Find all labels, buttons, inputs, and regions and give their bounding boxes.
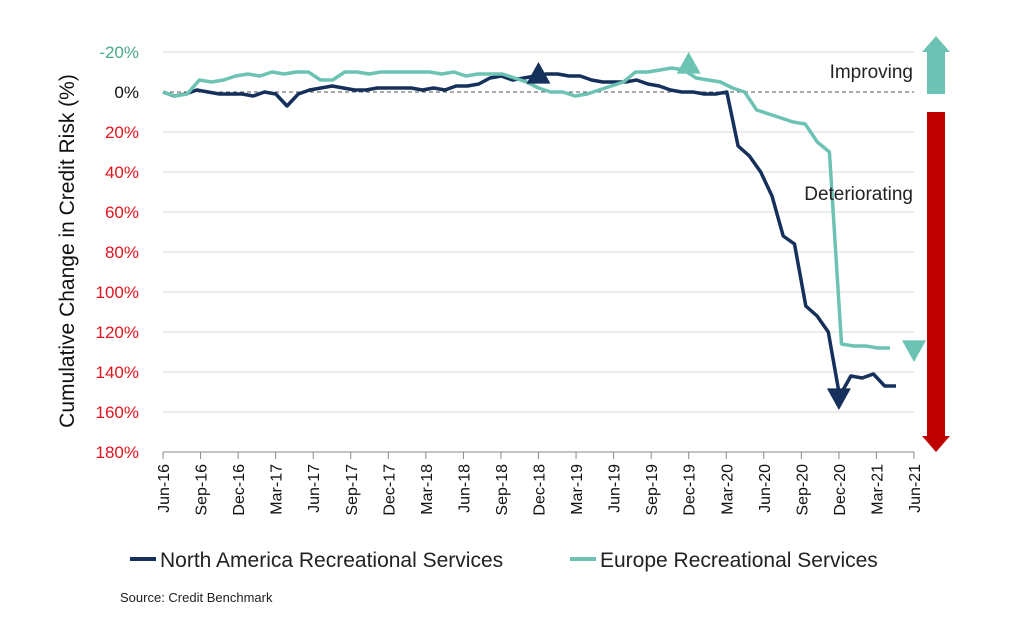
gridlines <box>163 51 914 453</box>
legend-label: North America Recreational Services <box>160 549 503 572</box>
x-tick-label: Dec-17 <box>381 464 398 516</box>
series-line <box>162 72 896 398</box>
triangle-up-marker <box>526 62 551 84</box>
x-tick-label: Sep-20 <box>794 464 811 516</box>
x-tick-label: Sep-17 <box>344 464 361 516</box>
direction-arrows: Improving Deteriorating <box>804 36 950 452</box>
y-tick-label: 60% <box>105 203 139 222</box>
x-tick-label: Dec-18 <box>532 464 549 516</box>
improving-label: Improving <box>830 62 913 83</box>
deteriorating-arrow-head <box>922 436 950 452</box>
x-tick-label: Dec-20 <box>832 464 849 516</box>
x-axis-ticks: Jun-16 Sep-16 Dec-16 Mar-17 Jun-17 Sep-17 Dec-… <box>156 451 924 516</box>
deteriorating-label: Deteriorating <box>804 184 913 205</box>
x-tick-label: Jun-16 <box>156 464 173 513</box>
source-note: Source: Credit Benchmark <box>120 590 273 605</box>
x-tick-label: Sep-16 <box>194 464 211 516</box>
x-tick-label: Jun-17 <box>306 464 323 513</box>
y-axis-ticks: -20% 0% 20% 40% 60% 80% 100% 120% 140% 160% 180% <box>96 43 139 462</box>
y-tick-label: -20% <box>99 43 139 62</box>
y-tick-label: 180% <box>96 443 139 462</box>
x-tick-label: Sep-18 <box>494 464 511 516</box>
legend-label: Europe Recreational Services <box>600 549 878 572</box>
y-tick-label: 120% <box>96 323 139 342</box>
y-tick-label: 160% <box>96 403 139 422</box>
y-tick-label: 20% <box>105 123 139 142</box>
y-tick-label: 140% <box>96 363 139 382</box>
x-tick-label: Dec-16 <box>231 464 248 516</box>
deteriorating-arrow-shaft <box>927 112 945 440</box>
triangle-down-marker <box>826 388 851 410</box>
legend: North America Recreational Services Europ… <box>130 549 878 572</box>
x-tick-label: Mar-21 <box>869 464 886 515</box>
x-tick-label: Jun-20 <box>757 464 774 513</box>
x-tick-label: Jun-19 <box>607 464 624 513</box>
y-tick-label: 0% <box>114 83 139 102</box>
improving-arrow-head <box>922 36 950 52</box>
series-lines <box>162 66 896 398</box>
markers <box>526 52 926 410</box>
x-tick-label: Jun-18 <box>456 464 473 513</box>
series-line <box>162 66 890 350</box>
y-tick-label: 100% <box>96 283 139 302</box>
improving-arrow-shaft <box>927 50 945 94</box>
x-tick-label: Dec-19 <box>682 464 699 516</box>
x-tick-label: Mar-18 <box>419 464 436 515</box>
x-tick-label: Mar-17 <box>269 464 286 515</box>
x-tick-label: Jun-21 <box>907 464 924 513</box>
y-axis-label: Cumulative Change in Credit Risk (%) <box>56 74 79 428</box>
x-tick-label: Sep-19 <box>644 464 661 516</box>
triangle-up-marker <box>676 52 701 74</box>
triangle-down-marker <box>902 340 926 362</box>
y-tick-label: 80% <box>105 243 139 262</box>
x-tick-label: Mar-19 <box>569 464 586 515</box>
x-tick-label: Mar-20 <box>719 464 736 515</box>
y-tick-label: 40% <box>105 163 139 182</box>
